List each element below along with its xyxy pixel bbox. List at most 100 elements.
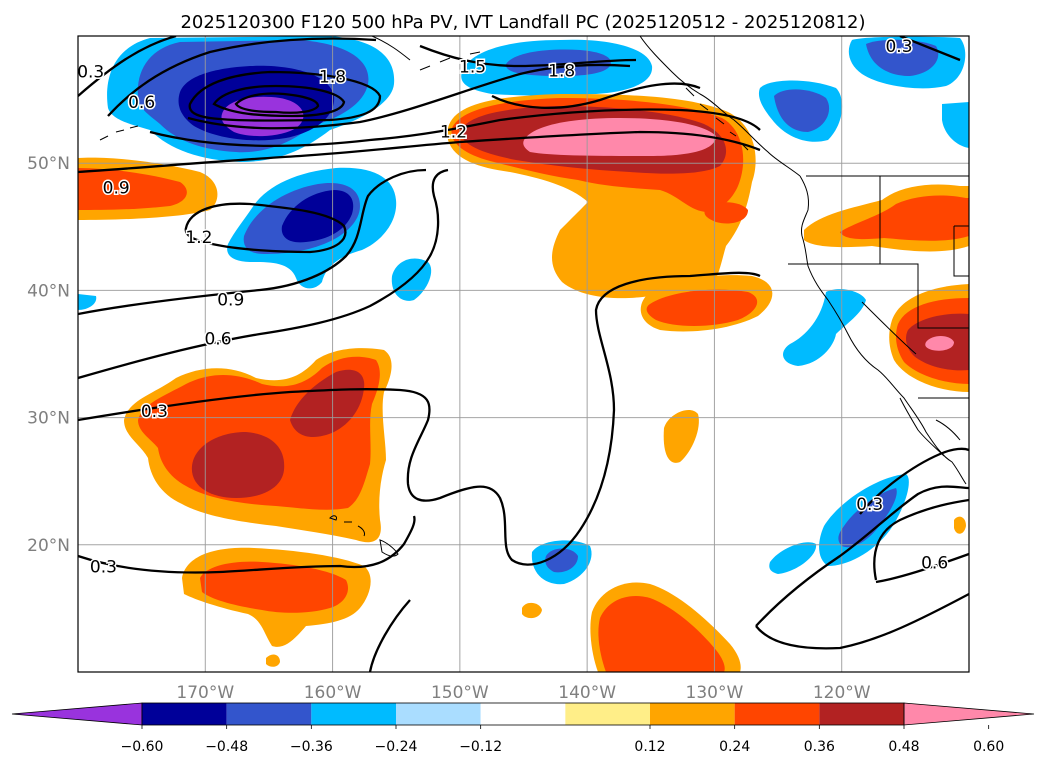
- coastlines-and-borders: [99, 36, 969, 557]
- pos-anomaly-subtropical-dark1: [191, 432, 285, 498]
- pos-anomaly-40n-offshore-core: [646, 289, 758, 326]
- contour-0.3-south2: [368, 599, 411, 672]
- neg-anomaly-edge-w: [78, 294, 97, 310]
- lat-tick-label: 50°N: [27, 154, 70, 174]
- colorbar-swatch: [819, 703, 904, 725]
- colorbar-tick-label: −0.24: [375, 739, 418, 755]
- colorbar-tick-label: 0.48: [888, 739, 919, 755]
- contour-label: 0.3: [77, 63, 104, 83]
- lon-tick-label: 150°W: [431, 683, 489, 703]
- border-state-1: [788, 263, 969, 329]
- lat-tick-label: 20°N: [27, 536, 70, 556]
- longitude-tick-labels: 170°W 160°W 150°W 140°W 130°W 120°W: [176, 683, 870, 703]
- colorbar-extend-min: [11, 702, 143, 726]
- neg-anomaly-coast: [783, 289, 866, 366]
- contour-0.9-north: [78, 130, 761, 174]
- colorbar-swatch: [142, 703, 227, 725]
- pos-anomaly-tiny-2: [954, 516, 966, 534]
- contour-0.3-se: [755, 485, 969, 627]
- lon-tick-label: 140°W: [558, 683, 616, 703]
- contour-1.2-loop: [184, 202, 347, 254]
- contour-0.3-north: [78, 36, 177, 97]
- contour-0.6-se-lower: [875, 552, 969, 584]
- aleutian-islands-west: [99, 125, 139, 141]
- black-pv-contours: [78, 36, 969, 672]
- lat-tick-label: 30°N: [27, 409, 70, 429]
- colorbar-tick-label: 0.24: [719, 739, 750, 755]
- contour-0.6-se: [873, 498, 969, 581]
- pos-anomaly-subtropical-dark2: [290, 369, 365, 437]
- contour-label: 0.3: [885, 37, 912, 57]
- lat-tick-label: 40°N: [27, 281, 70, 301]
- contour-pacnw-loop: [491, 82, 701, 110]
- lon-tick-label: 130°W: [686, 683, 744, 703]
- pos-anomaly-28n: [663, 409, 699, 463]
- latitude-tick-labels: 20°N 30°N 40°N 50°N: [27, 154, 70, 556]
- neg-anomaly-se-band-core: [838, 488, 897, 548]
- colorbar-tick-label: 0.12: [634, 739, 665, 755]
- map-area: 0.3 0.6 1.8 1.5 1.8 1.2 0.3 0.9 1.2 0.9 0.6 0.3 0.3 0…: [77, 36, 969, 672]
- hawaii-islands: [329, 515, 399, 557]
- contour-label: 0.3: [141, 402, 168, 422]
- contour-label: 0.3: [856, 495, 883, 515]
- pos-anomaly-offshore-small: [704, 202, 748, 224]
- colorbar-tick-label: 0.36: [804, 739, 835, 755]
- pos-anomaly-tiny-1: [522, 602, 542, 619]
- pos-anomaly-18n-small: [266, 654, 280, 667]
- colorbar-tick-label: 0.60: [973, 739, 1004, 755]
- pos-anomaly-w50n-core: [78, 168, 187, 210]
- contour-east-curve: [755, 592, 969, 650]
- pos-anomaly-18n-core: [200, 561, 349, 613]
- colorbar-extend-max: [903, 702, 1035, 726]
- colorbar-outline: [141, 702, 905, 726]
- pos-anomaly-ne-pacific-core: [523, 118, 716, 156]
- contour-0.6-mid: [78, 168, 449, 380]
- contour-label: 0.3: [90, 557, 117, 577]
- contour-label: 1.8: [319, 68, 346, 88]
- contour-label: 0.6: [204, 330, 231, 350]
- contour-0.6-north: [107, 37, 377, 117]
- shaded-pv-field: [78, 36, 969, 672]
- neg-anomaly-ne-core: [866, 39, 939, 76]
- coastline-bc: [799, 175, 809, 237]
- contour-label: 1.2: [185, 228, 212, 248]
- figure-title: 2025120300 F120 500 hPa PV, IVT Landfall…: [180, 12, 865, 33]
- contour-label: 0.9: [217, 290, 244, 310]
- colorbar-swatch: [565, 703, 650, 725]
- contour-label: 1.2: [440, 122, 467, 142]
- colorbar-swatch: [480, 703, 566, 725]
- coastline-alaska: [639, 36, 801, 177]
- contour-1.5: [187, 63, 631, 130]
- lon-tick-label: 120°W: [813, 683, 871, 703]
- neg-anomaly-north-central-core: [505, 49, 611, 76]
- colorbar: −0.60 −0.48 −0.36 −0.24 −0.12 0.12 0.24 0.36 0.4…: [11, 702, 1035, 755]
- contour-high-1: [188, 70, 382, 122]
- contour-0.3-se2: [859, 447, 969, 515]
- coastline-baja: [899, 397, 961, 457]
- contour-label: 1.5: [459, 58, 486, 78]
- colorbar-tick-label: −0.48: [205, 739, 248, 755]
- contour-label-group: 0.3 0.6 1.8 1.5 1.8 1.2 0.3 0.9 1.2 0.9 0.6 0.3 0.3 0…: [77, 36, 950, 579]
- contour-0.3-south: [78, 515, 416, 574]
- colorbar-swatch: [311, 703, 396, 725]
- lon-tick-label: 160°W: [304, 683, 362, 703]
- colorbar-tick-label: −0.36: [290, 739, 333, 755]
- map-frame: [77, 35, 970, 673]
- pos-anomaly-south-core: [598, 596, 725, 672]
- contour-0.3-central: [78, 271, 761, 566]
- coastline-alaska-islands: [371, 36, 749, 151]
- contour-high-3: [234, 92, 320, 114]
- contour-label: 0.9: [103, 178, 130, 198]
- colorbar-swatch: [734, 703, 820, 725]
- neg-anomaly-canada: [942, 102, 969, 148]
- colorbar-swatch: [650, 703, 735, 725]
- border-ca-nv: [861, 301, 917, 355]
- contour-label: 1.8: [548, 61, 575, 81]
- lon-tick-label: 170°W: [176, 683, 234, 703]
- contour-1.8-north: [419, 44, 637, 68]
- colorbar-tick-label: −0.60: [121, 739, 164, 755]
- colorbar-tick-label: −0.12: [459, 739, 502, 755]
- pos-anomaly-pacnw-core: [840, 195, 969, 241]
- contour-label: 0.6: [921, 554, 948, 574]
